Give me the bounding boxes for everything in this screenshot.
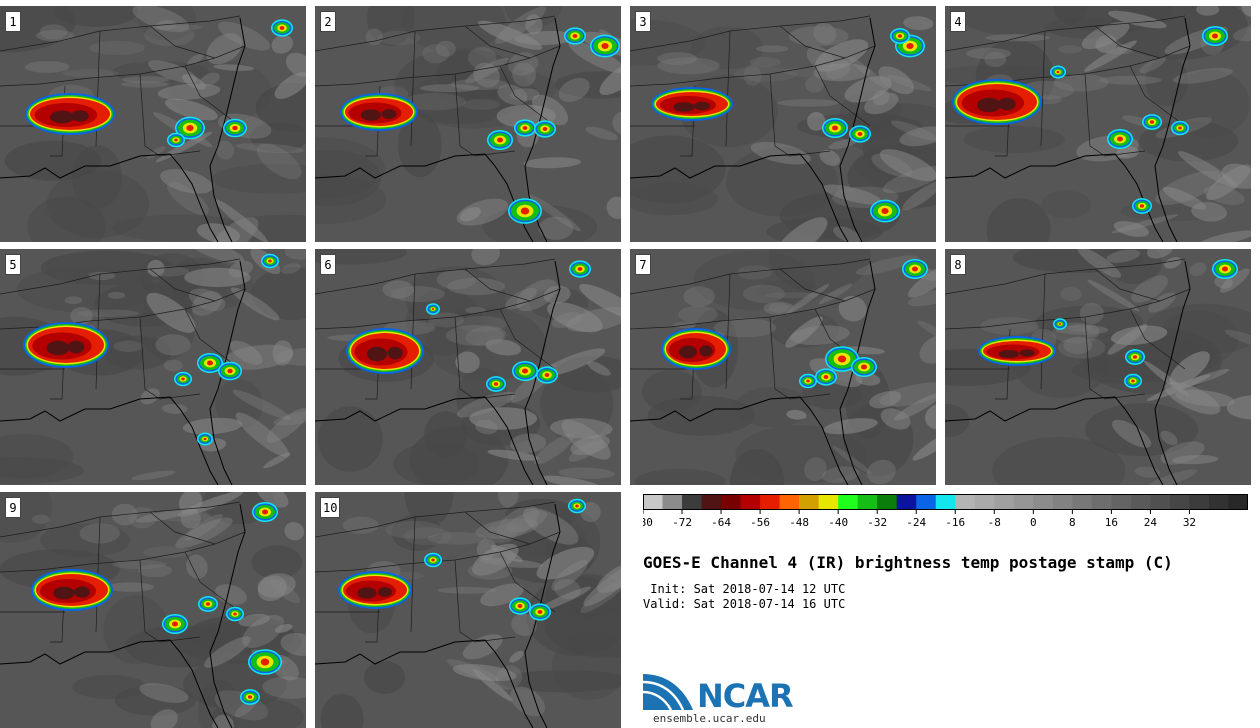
ncar-logo-icon — [643, 674, 693, 711]
satellite-ir-map — [315, 249, 621, 485]
colorbar-swatch — [779, 494, 800, 510]
member-panel-1: 1 — [0, 6, 306, 242]
satellite-ir-map — [630, 249, 936, 485]
init-time: Init: Sat 2018-07-14 12 UTC — [643, 582, 846, 596]
colorbar-swatch — [1013, 494, 1034, 510]
satellite-ir-map — [0, 249, 306, 485]
colorbar-swatch — [1208, 494, 1230, 510]
colorbar-swatch — [1052, 494, 1073, 510]
colorbar-swatch — [643, 494, 664, 510]
colorbar-tick-label: 16 — [1105, 516, 1118, 529]
member-panel-9: 9 — [0, 492, 306, 728]
member-panel-2: 2 — [315, 6, 621, 242]
colorbar-swatch — [760, 494, 781, 510]
colorbar-border — [643, 494, 1248, 510]
colorbar-swatch — [1130, 494, 1152, 510]
colorbar-swatch — [721, 494, 742, 510]
member-panel-10: 10 — [315, 492, 621, 728]
panel-number-label: 5 — [5, 254, 21, 275]
colorbar-swatch — [1169, 494, 1191, 510]
colorbar-tick-label: -24 — [906, 516, 926, 529]
colorbar-tick-label: -32 — [867, 516, 887, 529]
colorbar-swatch — [1033, 494, 1054, 510]
member-panel-3: 3 — [630, 6, 936, 242]
panel-number-label: 9 — [5, 497, 21, 518]
panel-number-label: 1 — [5, 11, 21, 32]
colorbar-tick-label: -40 — [828, 516, 848, 529]
satellite-ir-map — [0, 492, 306, 728]
colorbar-swatch — [818, 494, 839, 510]
colorbar-swatch — [1111, 494, 1132, 510]
colorbar-swatch — [740, 494, 761, 510]
colorbar-tick-label: 32 — [1183, 516, 1196, 529]
panel-number-label: 3 — [635, 11, 651, 32]
colorbar-tick-label: -16 — [945, 516, 965, 529]
satellite-ir-map — [315, 492, 621, 728]
colorbar-swatch — [1189, 494, 1210, 510]
colorbar-tick-label: -64 — [711, 516, 731, 529]
colorbar-swatch — [1150, 494, 1171, 510]
colorbar-tick-label: 24 — [1144, 516, 1158, 529]
colorbar-swatch — [896, 494, 917, 510]
colorbar-swatch — [1228, 494, 1248, 510]
colorbar-swatch — [916, 494, 937, 510]
colorbar-swatch — [994, 494, 1015, 510]
colorbar-tick-label: -8 — [988, 516, 1001, 529]
colorbar-swatch — [974, 494, 995, 510]
satellite-ir-map — [945, 6, 1251, 242]
member-panel-4: 4 — [945, 6, 1251, 242]
colorbar-tick-label: 8 — [1069, 516, 1076, 529]
colorbar-tick-label: -72 — [672, 516, 692, 529]
valid-time: Valid: Sat 2018-07-14 16 UTC — [643, 597, 846, 611]
colorbar-swatch — [955, 494, 976, 510]
satellite-ir-map — [630, 6, 936, 242]
ensemble-url: ensemble.ucar.edu — [653, 712, 766, 725]
colorbar-swatch — [935, 494, 956, 510]
colorbar-swatch — [877, 494, 898, 510]
ncar-logo-text: NCAR — [697, 677, 794, 715]
panel-number-label: 10 — [320, 497, 341, 518]
colorbar-tick-label: -80 — [643, 516, 653, 529]
colorbar-swatch — [701, 494, 722, 510]
colorbar-swatch — [662, 494, 683, 510]
colorbar-swatch — [799, 494, 820, 510]
colorbar-swatch — [682, 494, 703, 510]
member-panel-5: 5 — [0, 249, 306, 485]
colorbar-swatch — [838, 494, 859, 510]
colorbar-tick-label: -56 — [750, 516, 770, 529]
satellite-ir-map — [315, 6, 621, 242]
panel-number-label: 8 — [950, 254, 966, 275]
member-panel-6: 6 — [315, 249, 621, 485]
satellite-ir-map — [945, 249, 1251, 485]
satellite-ir-map — [0, 6, 306, 242]
member-panel-7: 7 — [630, 249, 936, 485]
panel-number-label: 7 — [635, 254, 651, 275]
colorbar-tick-label: 0 — [1030, 516, 1037, 529]
colorbar-swatch — [1091, 494, 1112, 510]
panel-number-label: 4 — [950, 11, 966, 32]
colorbar-swatch — [1072, 494, 1093, 510]
colorbar-swatch — [857, 494, 878, 510]
panel-number-label: 2 — [320, 11, 336, 32]
panel-number-label: 6 — [320, 254, 336, 275]
member-panel-8: 8 — [945, 249, 1251, 485]
colorbar-tick-label: -48 — [789, 516, 809, 529]
figure-title: GOES-E Channel 4 (IR) brightness temp po… — [643, 553, 1173, 572]
